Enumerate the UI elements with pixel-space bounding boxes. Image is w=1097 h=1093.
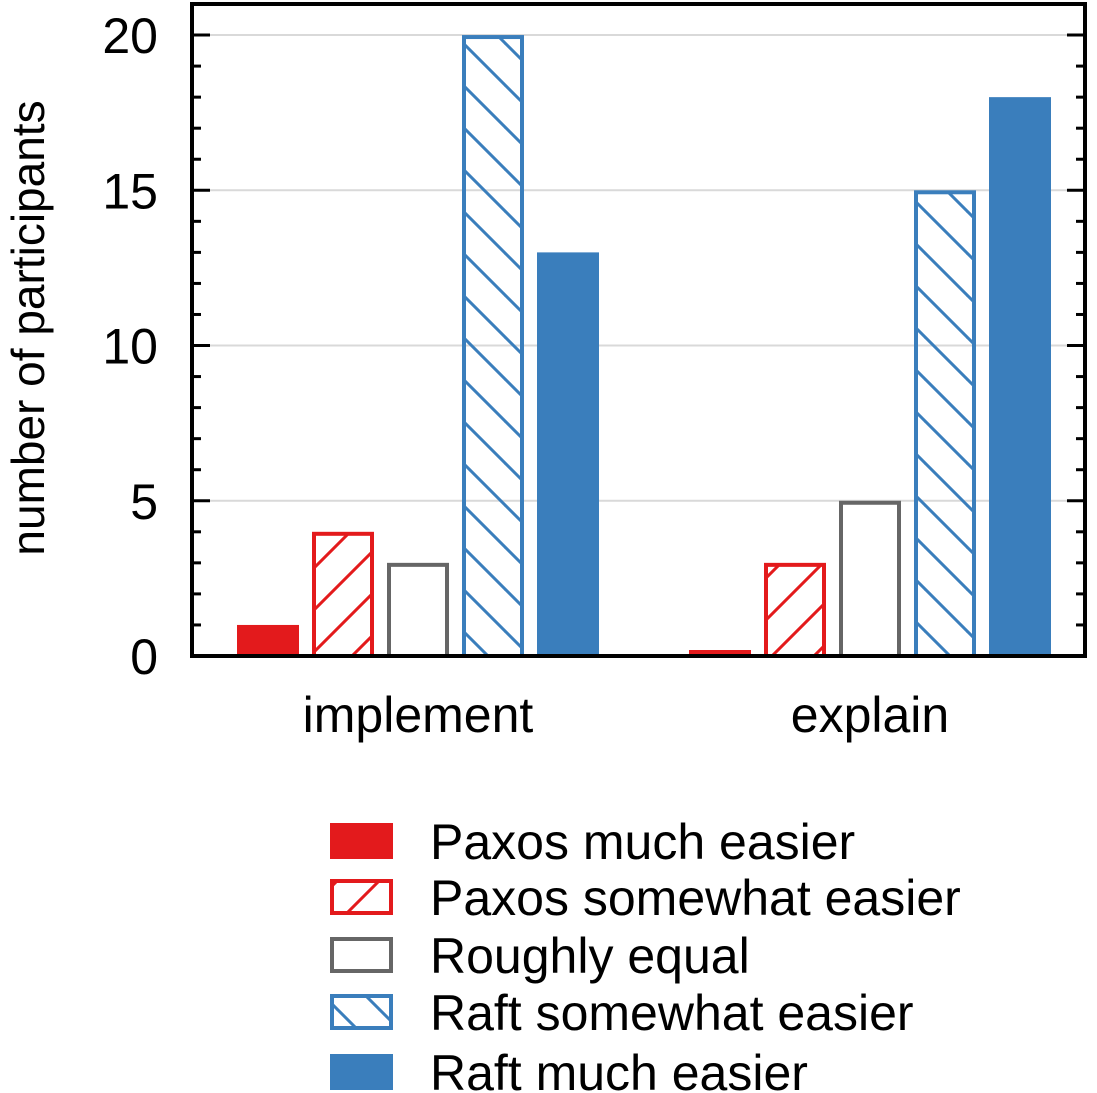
- x-category-label: implement: [303, 687, 534, 743]
- y-axis-title: number of participants: [2, 100, 54, 555]
- y-tick-label: 0: [130, 629, 158, 685]
- legend-label: Raft much easier: [430, 1045, 808, 1093]
- y-tick-label: 5: [130, 474, 158, 530]
- bars: [237, 35, 1051, 659]
- bar-explain-raft-somewhat-easier: [914, 190, 976, 659]
- y-tick-label: 10: [102, 319, 158, 375]
- bar-explain-paxos-much-easier: [689, 650, 751, 656]
- legend-label: Roughly equal: [430, 928, 750, 984]
- plot-frame: [190, 2, 1087, 658]
- y-tick-label: 15: [102, 163, 158, 219]
- bar-explain-paxos-somewhat-easier: [764, 562, 826, 658]
- bar-implement-roughly-equal: [387, 562, 449, 658]
- bar-explain-roughly-equal: [839, 500, 901, 658]
- y-tick-label: 20: [102, 8, 158, 64]
- bar-implement-paxos-somewhat-easier: [312, 531, 374, 658]
- y-axis-ticks: [192, 2, 1085, 627]
- legend-label: Paxos somewhat easier: [430, 870, 961, 926]
- legend-swatch: [330, 823, 393, 859]
- legend-swatch: [330, 994, 393, 1030]
- bar-implement-raft-somewhat-easier: [462, 35, 524, 659]
- legend-swatch: [330, 1054, 393, 1090]
- axis-labels: 0 5 10 15 20 implement explain: [102, 8, 949, 743]
- legend-label: Paxos much easier: [430, 814, 855, 870]
- bar-implement-paxos-much-easier: [237, 624, 299, 656]
- legend-swatch: [330, 937, 393, 973]
- plot-border: [190, 2, 1087, 658]
- x-category-label: explain: [791, 687, 949, 743]
- legend-swatch: [330, 879, 393, 915]
- bar-explain-raft-much-easier: [989, 97, 1051, 656]
- bar-implement-raft-much-easier: [537, 252, 599, 656]
- legend-label: Raft somewhat easier: [430, 985, 914, 1041]
